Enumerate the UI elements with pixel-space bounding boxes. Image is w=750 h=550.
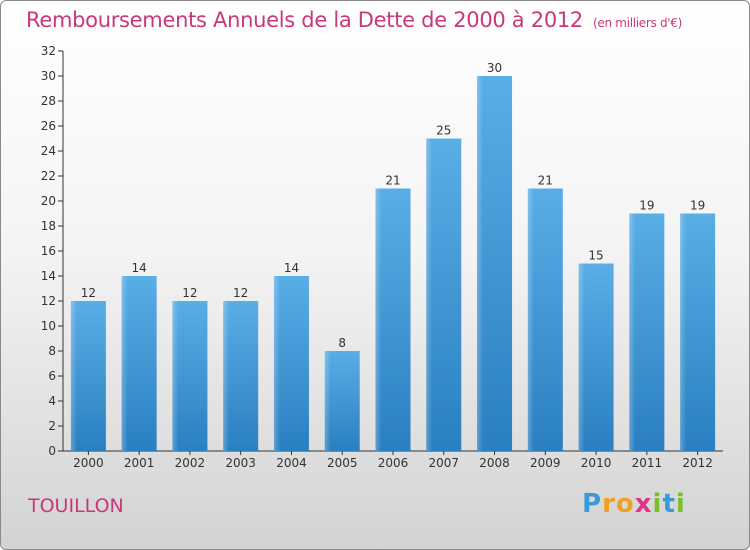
y-tick-label: 28 <box>41 94 56 108</box>
y-tick-label: 26 <box>41 119 56 133</box>
y-tick-label: 16 <box>41 244 56 258</box>
bar-highlight <box>273 276 280 451</box>
x-tick-label: 2012 <box>682 456 713 470</box>
y-tick-label: 14 <box>41 269 56 283</box>
x-tick-label: 2009 <box>530 456 561 470</box>
value-label: 30 <box>487 61 502 75</box>
y-tick-label: 30 <box>41 69 56 83</box>
value-label: 12 <box>233 286 248 300</box>
y-tick-label: 0 <box>48 444 56 458</box>
x-tick-label: 2000 <box>73 456 104 470</box>
bar-highlight <box>121 276 128 451</box>
value-label: 15 <box>588 249 603 263</box>
bar-highlight <box>527 188 534 451</box>
chart-title: Remboursements Annuels de la Dette de 20… <box>26 8 682 32</box>
x-tick-label: 2005 <box>327 456 358 470</box>
x-tick-label: 2008 <box>479 456 510 470</box>
x-tick-label: 2006 <box>378 456 409 470</box>
bar-highlight <box>578 263 585 451</box>
y-tick-label: 18 <box>41 219 56 233</box>
x-tick-label: 2011 <box>632 456 663 470</box>
value-label: 12 <box>182 286 197 300</box>
value-label: 21 <box>538 174 553 188</box>
value-label: 12 <box>81 286 96 300</box>
bar-highlight <box>375 188 382 451</box>
y-tick-label: 24 <box>41 144 56 158</box>
value-label: 8 <box>338 336 346 350</box>
x-tick-label: 2002 <box>175 456 206 470</box>
y-tick-label: 22 <box>41 169 56 183</box>
commune-name: TOUILLON <box>28 495 124 517</box>
value-label: 21 <box>385 174 400 188</box>
y-tick-label: 6 <box>48 369 56 383</box>
value-label: 19 <box>690 199 705 213</box>
bar-highlight <box>223 301 230 451</box>
bar-highlight <box>70 301 77 451</box>
bars <box>70 76 716 451</box>
y-tick-label: 10 <box>41 319 56 333</box>
bar-highlight <box>172 301 179 451</box>
y-tick-label: 20 <box>41 194 56 208</box>
bar-highlight <box>324 351 331 451</box>
chart-unit: (en milliers d'€) <box>593 16 683 30</box>
x-tick-label: 2004 <box>276 456 307 470</box>
x-tick-label: 2007 <box>428 456 459 470</box>
value-label: 14 <box>132 261 147 275</box>
value-labels: 12 14 12 12 14 8 21 25 30 21 15 19 19 <box>81 61 706 350</box>
x-tick-label: 2010 <box>581 456 612 470</box>
chart-title-text: Remboursements Annuels de la Dette de 20… <box>26 8 583 32</box>
y-tick-label: 32 <box>41 44 56 58</box>
y-tick-label: 2 <box>48 419 56 433</box>
bar-highlight <box>680 213 687 451</box>
x-tick-label: 2003 <box>225 456 256 470</box>
y-tick-label: 12 <box>41 294 56 308</box>
y-tick-label: 4 <box>48 394 56 408</box>
proxiti-logo: Proxiti <box>582 489 686 519</box>
value-label: 25 <box>436 124 451 138</box>
value-label: 19 <box>639 199 654 213</box>
x-tick-label: 2001 <box>124 456 155 470</box>
value-label: 14 <box>284 261 299 275</box>
y-tick-label: 8 <box>48 344 56 358</box>
bar-highlight <box>477 76 484 451</box>
bar-highlight <box>426 138 433 451</box>
bar-highlight <box>629 213 636 451</box>
